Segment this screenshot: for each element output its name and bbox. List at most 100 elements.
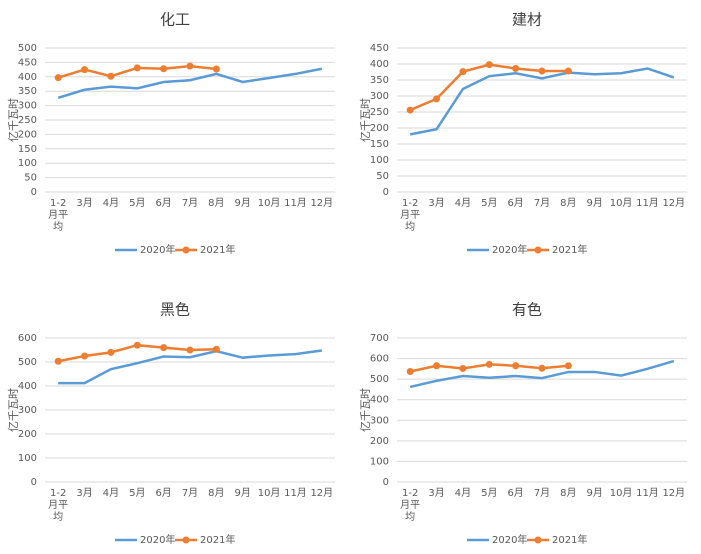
legend-label: 2021年 [552, 243, 587, 256]
data-point [538, 67, 546, 75]
data-point [81, 66, 89, 74]
data-point [485, 360, 493, 368]
legend-marker [182, 246, 190, 254]
y-tick-label: 400 [370, 59, 389, 70]
y-tick-label: 600 [18, 333, 37, 344]
y-tick-label: 350 [18, 86, 37, 97]
data-point [107, 72, 115, 80]
x-tick-label: 6月 [507, 198, 524, 209]
series-line [409, 67, 675, 136]
x-tick-label: 1-2月平均 [400, 198, 421, 233]
y-tick-label: 350 [370, 75, 389, 86]
chart-panel: 化工 亿千瓦时 0 50 100 150 200 250 300 350 400 450 500 2020… [0, 0, 350, 264]
y-tick-label: 600 [370, 354, 389, 365]
y-tick-label: 250 [370, 107, 389, 118]
data-point [54, 74, 62, 82]
legend-marker [534, 536, 542, 544]
data-point [133, 64, 141, 72]
chart-panel: 有色 亿千瓦时 0 100 200 300 400 500 600 700 2020年 2021年 1-… [352, 290, 701, 554]
data-point [160, 65, 168, 73]
data-point [564, 362, 572, 370]
x-tick-label: 5月 [129, 488, 146, 499]
y-tick-label: 200 [18, 429, 37, 440]
x-tick-label: 6月 [155, 198, 172, 209]
y-tick-label: 400 [370, 395, 389, 406]
x-tick-label: 9月 [586, 198, 603, 209]
x-tick-label: 3月 [428, 488, 445, 499]
series-line [58, 349, 322, 385]
dashboard: 化工 亿千瓦时 0 50 100 150 200 250 300 350 400 450 500 2020… [0, 0, 687, 546]
x-tick-label: 3月 [428, 198, 445, 209]
x-tick-label: 11月 [284, 198, 307, 209]
legend-marker [182, 536, 190, 544]
x-tick-label: 11月 [284, 488, 307, 499]
x-tick-label: 4月 [454, 198, 472, 209]
data-point [512, 362, 520, 370]
y-axis-label: 亿千瓦时 [359, 388, 372, 432]
y-tick-label: 100 [370, 456, 389, 467]
y-tick-label: 700 [370, 333, 389, 344]
legend-label: 2020年 [492, 533, 527, 546]
x-tick-label: 4月 [102, 488, 120, 499]
x-tick-label: 10月 [609, 198, 633, 209]
y-axis-label: 亿千瓦时 [359, 98, 372, 142]
y-tick-label: 0 [31, 477, 37, 488]
data-point [406, 368, 414, 376]
x-tick-label: 12月 [662, 198, 686, 209]
legend-label: 2020年 [140, 243, 175, 256]
data-point [212, 65, 220, 73]
chart-title: 黑色 [160, 301, 190, 319]
series-line [57, 67, 323, 100]
x-tick-label: 11月 [636, 488, 659, 499]
x-tick-label: 3月 [76, 198, 93, 209]
legend-marker [534, 246, 542, 254]
x-tick-label: 9月 [234, 488, 251, 499]
x-tick-label: 9月 [586, 488, 603, 499]
chart-panel: 黑色 亿千瓦时 0 100 200 300 400 500 600 2020年 2021年 1-2月平… [0, 290, 350, 554]
y-tick-label: 450 [18, 57, 37, 68]
x-tick-label: 11月 [636, 198, 659, 209]
x-tick-label: 12月 [662, 488, 686, 499]
x-tick-label: 10月 [257, 198, 281, 209]
x-tick-label: 10月 [257, 488, 281, 499]
y-axis-label: 亿千瓦时 [7, 98, 20, 142]
x-tick-label: 4月 [102, 198, 120, 209]
data-point [459, 68, 467, 76]
y-tick-label: 0 [383, 187, 389, 198]
chart-title: 化工 [160, 11, 190, 29]
x-tick-label: 12月 [310, 198, 334, 209]
y-tick-label: 0 [31, 187, 37, 198]
x-tick-label: 4月 [454, 488, 472, 499]
y-tick-label: 50 [24, 173, 37, 184]
y-tick-label: 300 [370, 91, 389, 102]
x-tick-label: 1-2月平均 [48, 198, 69, 233]
chart-title: 建材 [512, 11, 542, 29]
data-point [186, 62, 194, 70]
y-tick-label: 100 [18, 453, 37, 464]
data-point [186, 346, 194, 354]
y-tick-label: 450 [370, 43, 389, 54]
legend-label: 2020年 [492, 243, 527, 256]
y-tick-label: 250 [18, 115, 37, 126]
data-point [433, 362, 441, 370]
y-axis-label: 亿千瓦时 [7, 388, 20, 432]
data-point [107, 348, 115, 356]
x-tick-label: 3月 [76, 488, 93, 499]
legend-label: 2021年 [200, 533, 235, 546]
data-point [538, 364, 546, 372]
x-tick-label: 1-2月平均 [400, 488, 421, 523]
x-tick-label: 8月 [560, 488, 577, 499]
y-tick-label: 150 [18, 144, 37, 155]
y-tick-label: 300 [370, 415, 389, 426]
y-tick-label: 300 [18, 101, 37, 112]
x-tick-label: 10月 [609, 488, 633, 499]
x-tick-label: 8月 [208, 198, 225, 209]
x-tick-label: 12月 [310, 488, 334, 499]
legend-label: 2021年 [552, 533, 587, 546]
x-tick-label: 5月 [481, 488, 498, 499]
data-point [133, 341, 141, 349]
legend-label: 2021年 [200, 243, 235, 256]
y-tick-label: 0 [383, 477, 389, 488]
y-tick-label: 100 [370, 155, 389, 166]
